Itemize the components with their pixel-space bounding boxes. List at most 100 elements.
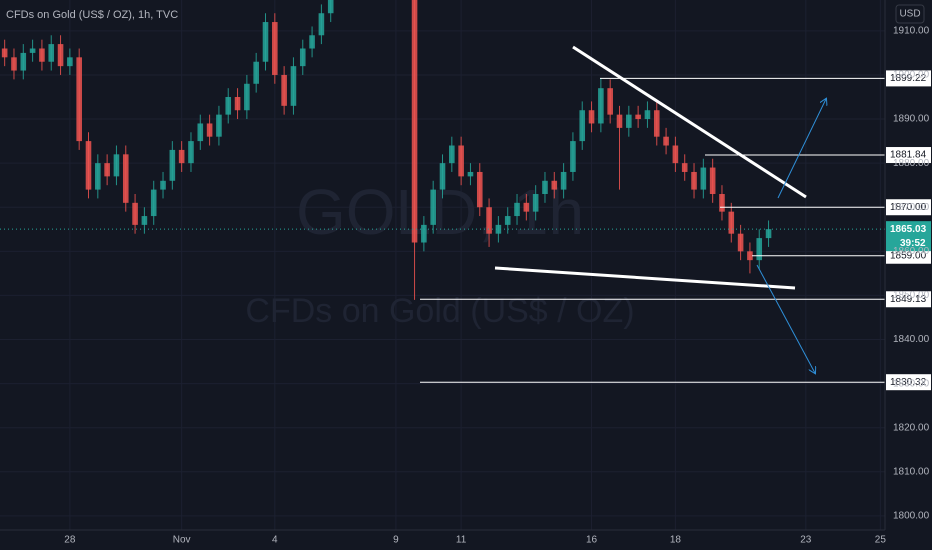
x-tick-label: 28: [64, 535, 76, 546]
x-tick-label: Nov: [173, 535, 191, 546]
x-tick-label: 18: [670, 535, 682, 546]
candle-body: [719, 194, 725, 212]
candle-body: [476, 171, 483, 208]
candle-body: [588, 110, 595, 124]
level-label: 1881.84: [890, 150, 927, 161]
candle-body: [104, 163, 110, 177]
y-tick-label: 1820.00: [893, 422, 930, 433]
candle-body: [635, 114, 641, 120]
candle-body: [765, 229, 772, 239]
candle-body: [48, 44, 55, 62]
candle-body: [141, 216, 148, 225]
countdown: 39:52: [900, 238, 926, 249]
y-tick-label: 1910.00: [893, 26, 930, 37]
candle-body: [439, 163, 446, 190]
level-label: 1899.22: [890, 73, 927, 84]
candle-body: [113, 154, 120, 177]
level-badge: [886, 247, 931, 264]
candle-body: [11, 57, 17, 71]
currency-button[interactable]: [895, 4, 925, 24]
candle-body: [653, 110, 660, 137]
trend-line: [572, 45, 807, 199]
level-label: 1830.32: [890, 377, 927, 388]
candle-body: [644, 110, 651, 120]
y-tick-label: 1880.00: [893, 158, 930, 169]
candle-body: [560, 171, 567, 190]
candle-body: [486, 207, 492, 234]
candle-body: [551, 180, 558, 190]
x-tick-label: 9: [393, 535, 399, 546]
arrow-up: [777, 99, 826, 199]
candle-body: [626, 114, 632, 128]
candle-body: [281, 74, 287, 106]
y-tick-label: 1800.00: [893, 511, 930, 522]
x-tick-label: 25: [875, 535, 887, 546]
candle-body: [504, 216, 511, 225]
candle-body: [756, 238, 763, 261]
candle-body: [299, 48, 306, 67]
y-tick-label: 1830.00: [893, 378, 930, 389]
arrow-down: [756, 264, 815, 373]
candle-body: [449, 145, 455, 164]
candle-body: [598, 88, 604, 124]
level-badge: [886, 199, 931, 216]
x-tick-label: 11: [456, 535, 467, 546]
candle-body: [206, 123, 213, 137]
candle-body: [39, 48, 45, 62]
candle-body: [579, 110, 586, 142]
candle-body: [262, 22, 269, 62]
candle-body: [178, 149, 185, 164]
candle-body: [188, 141, 194, 164]
x-tick-label: 4: [272, 535, 278, 546]
candle-body: [467, 171, 474, 177]
candle-body: [244, 83, 250, 111]
candle-body: [1, 48, 8, 58]
trend-line: [494, 266, 796, 290]
y-tick-label: 1840.00: [893, 334, 930, 345]
candle-body: [570, 141, 576, 172]
y-tick-label: 1860.00: [893, 246, 930, 257]
candle-body: [20, 52, 27, 71]
candle-body: [616, 114, 623, 128]
candle-body: [290, 66, 297, 106]
candle-body: [132, 202, 138, 225]
candle-body: [532, 194, 539, 212]
candle-body: [76, 57, 82, 142]
watermark-subtitle: CFDs on Gold (US$ / OZ): [245, 292, 634, 330]
candle-body: [318, 13, 325, 36]
candle-body: [607, 88, 613, 115]
candle-body: [272, 22, 278, 75]
levels: 1899.22 1881.84 1870.00 1859.00 1849.13 1830.…: [0, 70, 931, 391]
candle-body: [728, 211, 735, 234]
candle-body: [737, 233, 744, 252]
candle-body: [197, 123, 204, 142]
level-badge: [886, 147, 931, 164]
candle-body: [421, 224, 427, 243]
candle-body: [234, 97, 241, 111]
candle-body: [216, 114, 222, 137]
candle-body: [430, 189, 436, 225]
axes: 1800.00 1810.00 1820.00 1830.00 1840.00 1850.…: [64, 26, 929, 546]
y-tick-label: 1890.00: [893, 114, 930, 125]
candle-body: [225, 97, 232, 115]
candle-body: [169, 149, 176, 181]
candle-body: [85, 141, 92, 190]
candle-body: [327, 0, 334, 14]
candle-body: [747, 251, 753, 261]
candle-body: [67, 57, 73, 67]
y-tick-label: 1850.00: [893, 290, 930, 301]
level-label: 1870.00: [890, 202, 927, 213]
candle-body: [495, 224, 502, 234]
candle-body: [709, 167, 716, 195]
y-tick-label: 1810.00: [893, 466, 930, 477]
grid: [0, 0, 885, 530]
y-tick-label: 1900.00: [893, 70, 930, 81]
level-label: 1859.00: [890, 250, 927, 261]
candle-body: [542, 180, 548, 195]
level-badge: [886, 291, 931, 308]
candles: [1, 0, 772, 300]
candle-body: [57, 44, 64, 67]
candle-body: [411, 0, 418, 243]
candle-body: [672, 145, 679, 164]
candle-body: [523, 202, 530, 212]
